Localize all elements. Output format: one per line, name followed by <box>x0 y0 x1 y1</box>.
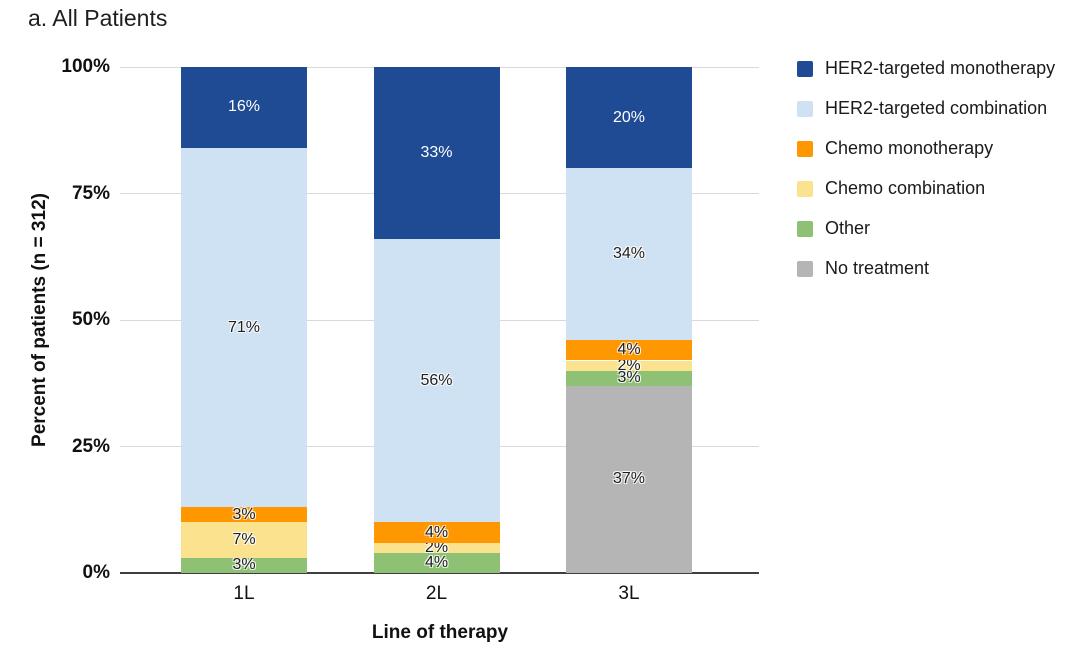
legend-item: Chemo combination <box>797 178 1055 199</box>
x-axis-title: Line of therapy <box>371 622 509 643</box>
segment-label: 33% <box>420 144 453 162</box>
bar-segment: 3% <box>566 369 692 387</box>
bar-segment: 4% <box>373 552 500 573</box>
segment-label: 3% <box>232 505 256 523</box>
segment-label: 2% <box>617 356 641 374</box>
x-axis-line <box>120 572 759 574</box>
bar-segment: 16% <box>181 67 307 148</box>
bar-segment: 7% <box>181 522 307 558</box>
segment-label: 4% <box>424 553 449 571</box>
segment-label: 16% <box>227 98 261 116</box>
legend-item: No treatment <box>797 258 1055 279</box>
segment-label: 3% <box>617 369 641 387</box>
legend-swatch-icon <box>797 100 813 117</box>
y-tick-label: 25% <box>71 435 110 457</box>
bar-segment: 37% <box>566 385 692 573</box>
legend-label: Chemo monotherapy <box>825 138 994 158</box>
bar-segment: 33% <box>373 67 500 240</box>
y-tick-label: 0% <box>82 562 110 583</box>
legend-label: No treatment <box>825 258 930 278</box>
bar-segment: 2% <box>566 357 692 374</box>
gridline <box>120 66 759 68</box>
legend-item: HER2-targeted monotherapy <box>797 58 1055 79</box>
x-tick-label: 2L <box>425 583 448 604</box>
bar-segment: 56% <box>373 239 500 523</box>
plot-area: 3% 7% 3% 71% 16% 4% 2% 4% 56% 33% 37% 3% 2% 4% 34% 20% <box>120 66 759 574</box>
legend-swatch-icon <box>797 220 813 237</box>
bar-segment: 3% <box>181 505 307 523</box>
y-tick-label: 100% <box>61 56 110 77</box>
legend-swatch-icon <box>797 140 813 157</box>
legend-label: Chemo combination <box>825 178 986 198</box>
bar-segment: 4% <box>566 340 692 361</box>
x-tick-label: 3L <box>618 583 640 604</box>
legend-swatch-icon <box>797 260 813 277</box>
legend-label: Other <box>825 218 871 238</box>
segment-label: 4% <box>617 341 641 359</box>
bar-segment: 20% <box>566 67 692 169</box>
legend-item: Chemo monotherapy <box>797 138 1055 159</box>
segment-label: 7% <box>232 531 256 549</box>
legend: HER2-targeted monotherapy HER2-targeted c… <box>797 58 1055 279</box>
segment-label: 34% <box>612 245 646 263</box>
segment-label: 4% <box>424 523 449 541</box>
bar-segment: 3% <box>181 556 307 574</box>
y-tick-label: 75% <box>71 182 110 204</box>
segment-label: 2% <box>424 538 449 556</box>
bar-segment: 2% <box>373 539 500 556</box>
bar-segment: 4% <box>373 522 500 543</box>
legend-label: HER2-targeted monotherapy <box>825 58 1056 78</box>
chart-title: a. All Patients <box>28 5 168 31</box>
legend-item: HER2-targeted combination <box>797 98 1055 119</box>
segment-label: 20% <box>612 108 646 126</box>
legend-swatch-icon <box>797 180 813 197</box>
bar-segment: 34% <box>566 168 692 341</box>
bar-segment: 71% <box>181 147 307 508</box>
segment-label: 71% <box>227 318 261 336</box>
legend-label: HER2-targeted combination <box>825 98 1048 118</box>
segment-label: 37% <box>612 470 646 488</box>
segment-label: 56% <box>420 371 453 389</box>
y-tick-label: 50% <box>71 309 110 330</box>
x-tick-label: 1L <box>233 583 255 604</box>
legend-item: Other <box>797 218 1055 239</box>
segment-label: 3% <box>232 556 256 574</box>
legend-swatch-icon <box>797 60 813 77</box>
